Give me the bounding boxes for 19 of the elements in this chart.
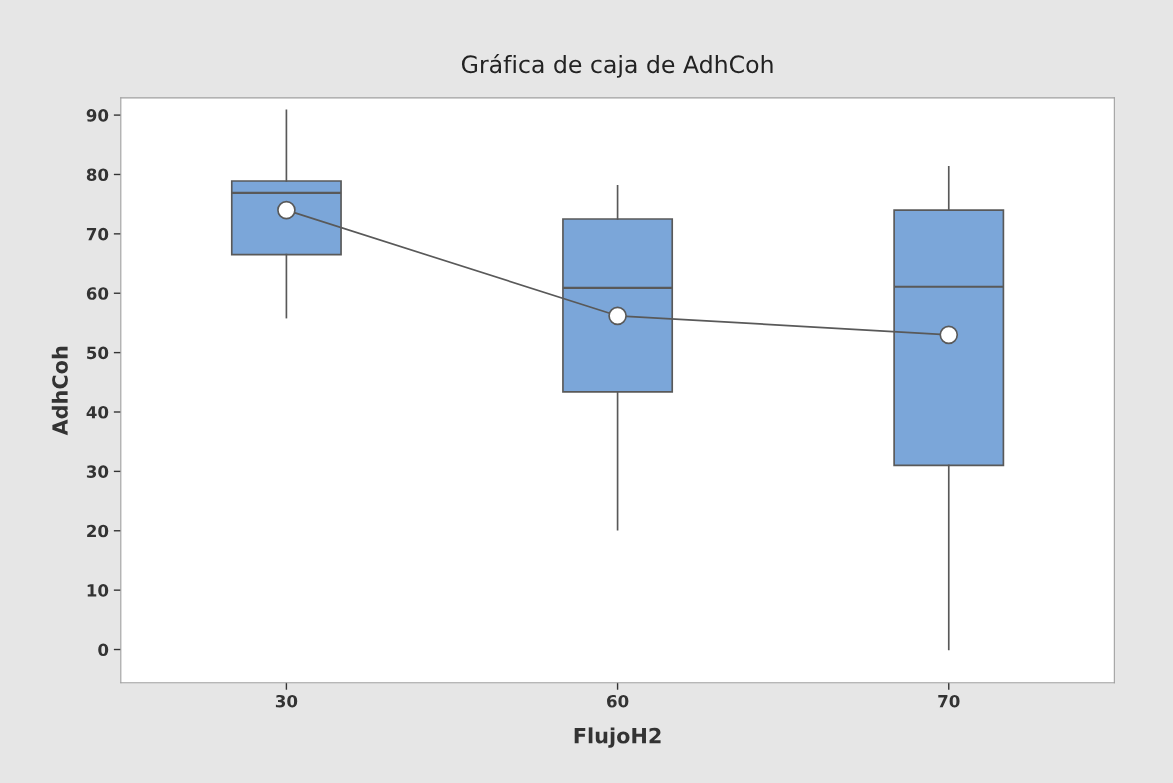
y-tick-label: 20 [87,524,109,538]
y-axis-title: AdhCoh [51,346,68,436]
y-tick-label: 40 [86,405,109,419]
point [608,306,627,326]
point [277,200,296,220]
y-tick-label: 80 [86,168,109,182]
y-tick-label: 10 [87,584,109,597]
y-tick-label: 60 [86,287,109,300]
x-tick-label: 30 [275,694,298,708]
x-tick-label: 60 [607,694,629,708]
point [939,325,959,345]
y-tick-label: 90 [86,109,109,122]
y-tick-label: 70 [86,227,109,241]
x-axis-title: FlujoH2 [574,727,661,748]
x-tick-label: 70 [938,694,960,708]
y-tick-label: 0 [98,643,109,657]
y-tick-label: 50 [87,346,109,360]
y-tick-label: 30 [86,465,109,478]
chart-title: Gráfica de caja de AdhCoh [461,53,773,78]
